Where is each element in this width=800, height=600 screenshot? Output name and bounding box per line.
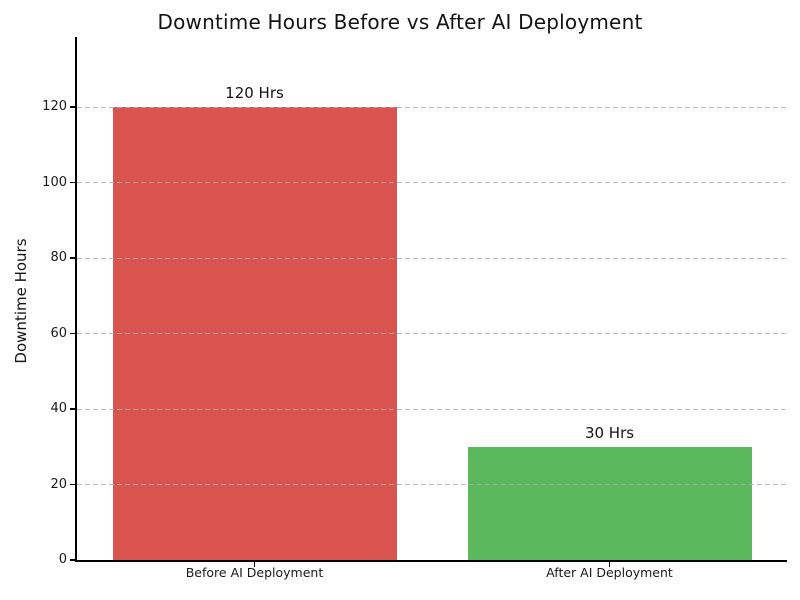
bar-after-ai-deployment bbox=[467, 446, 752, 560]
chart-title: Downtime Hours Before vs After AI Deploy… bbox=[157, 10, 643, 34]
y-tick-mark-0 bbox=[70, 559, 76, 561]
y-tick-label-60: 60 bbox=[50, 325, 67, 341]
x-tick-label-after-ai-deployment: After AI Deployment bbox=[546, 565, 673, 580]
gridline-y-20 bbox=[77, 484, 787, 485]
y-tick-label-80: 80 bbox=[50, 250, 67, 266]
y-tick-label-120: 120 bbox=[42, 99, 67, 115]
gridline-y-80 bbox=[77, 257, 787, 259]
x-tick-mark-before-ai-deployment bbox=[253, 561, 256, 567]
x-tick-mark-after-ai-deployment bbox=[608, 561, 611, 567]
x-axis-spine bbox=[75, 560, 788, 562]
y-axis-spine bbox=[75, 37, 77, 562]
y-tick-mark-120 bbox=[70, 106, 76, 108]
gridline-y-120 bbox=[77, 106, 787, 108]
y-tick-mark-60 bbox=[70, 332, 76, 335]
y-tick-mark-80 bbox=[70, 257, 76, 259]
y-axis-label: Downtime Hours bbox=[12, 238, 30, 364]
y-tick-label-100: 100 bbox=[42, 174, 67, 190]
y-tick-mark-100 bbox=[70, 181, 76, 184]
bar-value-label-before-ai-deployment: 120 Hrs bbox=[225, 84, 284, 103]
y-tick-mark-40 bbox=[70, 408, 76, 410]
y-tick-mark-20 bbox=[70, 483, 76, 486]
gridline-y-40 bbox=[77, 408, 787, 410]
y-tick-label-0: 0 bbox=[58, 552, 67, 567]
gridline-y-100 bbox=[77, 182, 787, 184]
y-tick-label-20: 20 bbox=[50, 476, 67, 492]
y-tick-label-40: 40 bbox=[50, 401, 67, 417]
plot-area: 120 Hrs 30 Hrs bbox=[77, 38, 787, 560]
x-tick-label-before-ai-deployment: Before AI Deployment bbox=[185, 565, 324, 580]
bar-value-label-after-ai-deployment: 30 Hrs bbox=[584, 423, 635, 442]
gridline-y-60 bbox=[77, 333, 787, 335]
